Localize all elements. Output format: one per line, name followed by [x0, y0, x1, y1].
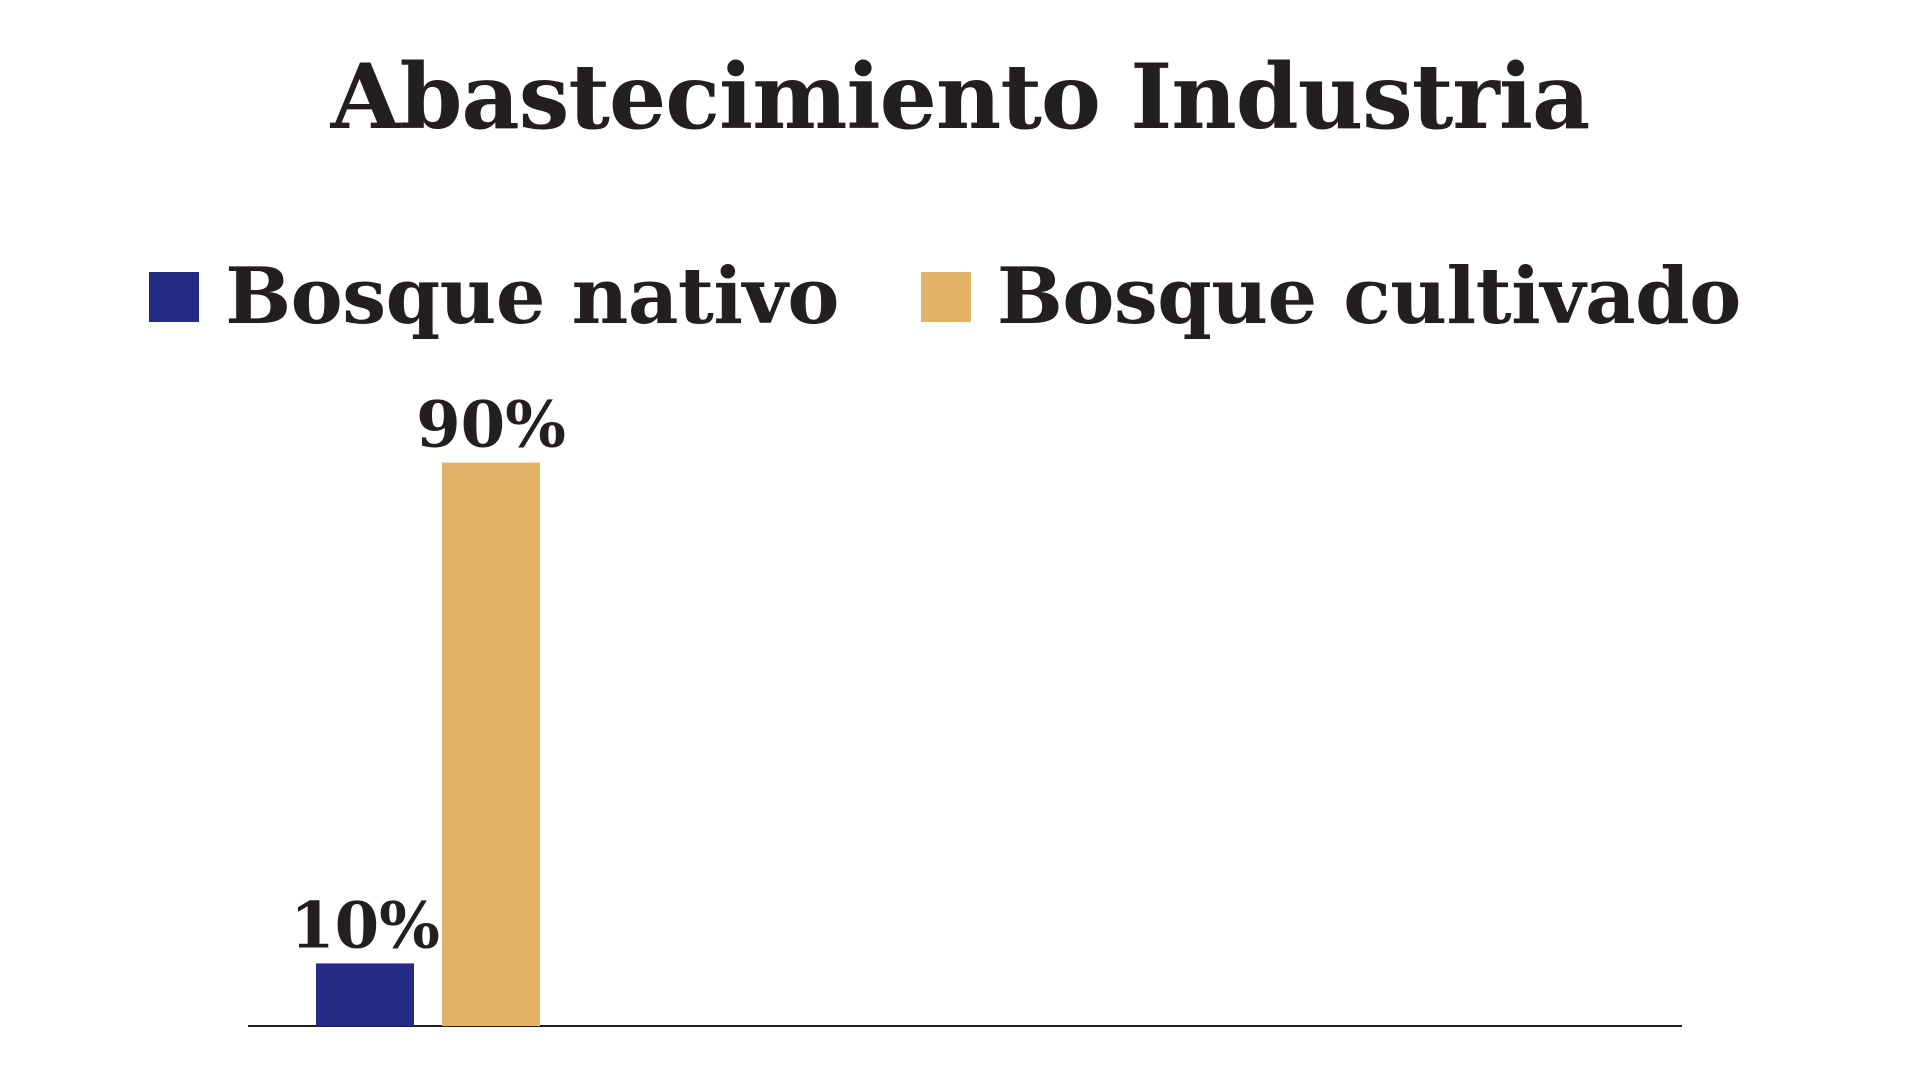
bar-bosque-cultivado	[442, 462, 540, 1027]
legend-label-bosque-cultivado: Bosque cultivado	[996, 251, 1741, 342]
data-label-bosque-cultivado: 90%	[416, 388, 566, 463]
bars-group: 10% 90%	[290, 388, 566, 1027]
chart-title: Abastecimiento Industria	[330, 44, 1591, 150]
legend-item-bosque-cultivado: Bosque cultivado	[920, 251, 1741, 342]
legend-swatch-bosque-cultivado	[920, 272, 971, 322]
data-label-bosque-nativo: 10%	[290, 888, 440, 963]
bar-bosque-nativo	[316, 963, 414, 1026]
legend-item-bosque-nativo: Bosque nativo	[149, 258, 839, 336]
chart-legend: Bosque nativo Bosque cultivado	[0, 258, 1905, 336]
legend-label-bosque-nativo: Bosque nativo	[225, 251, 839, 342]
legend-swatch-bosque-nativo	[149, 272, 200, 322]
